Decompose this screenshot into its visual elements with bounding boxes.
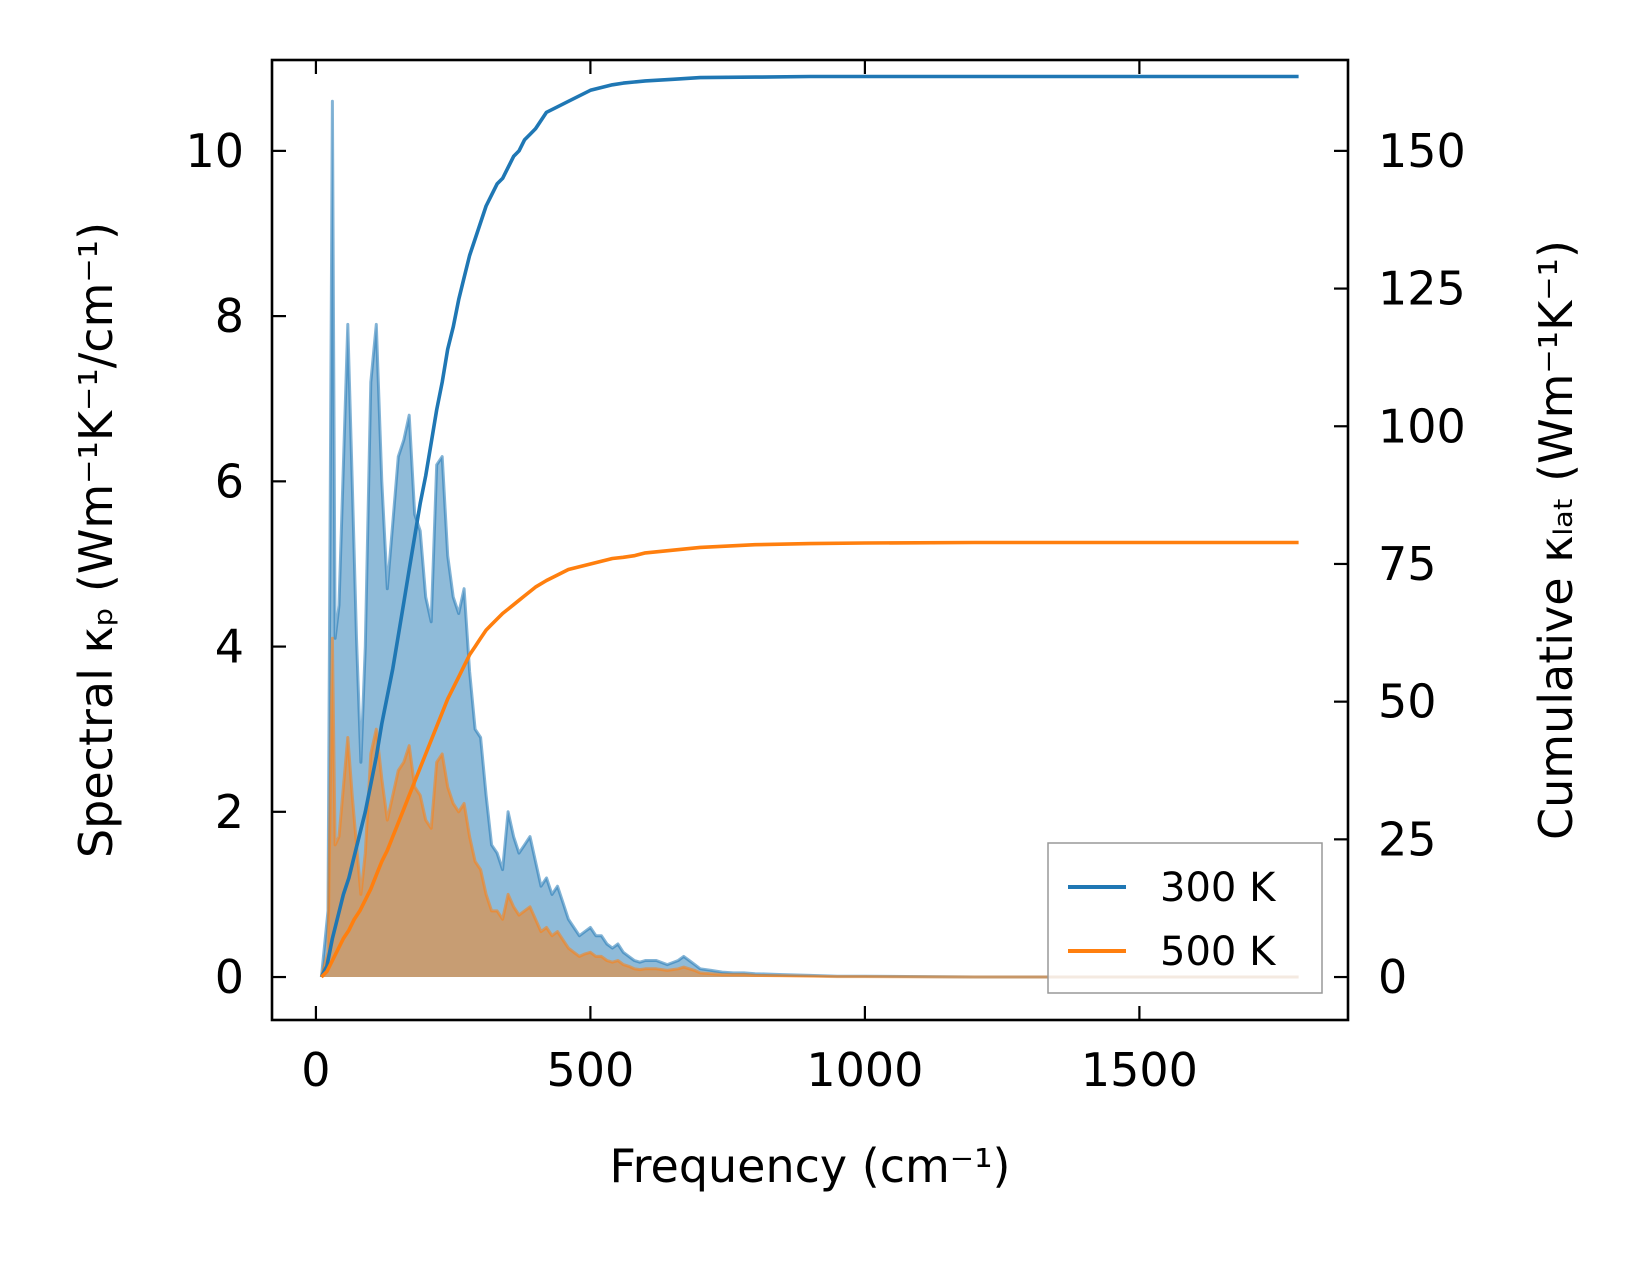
x-tick-label: 1500 <box>1081 1043 1198 1097</box>
cumulative-line-0 <box>319 74 1299 978</box>
y-right-tick-label: 0 <box>1378 950 1407 1004</box>
y-right-tick-label: 125 <box>1378 262 1466 316</box>
y-right-tick-label: 50 <box>1378 675 1437 729</box>
y-left-tick-label: 2 <box>215 785 244 839</box>
series-lines <box>319 74 1299 979</box>
y-right-tick-label: 150 <box>1378 124 1466 178</box>
legend-box <box>1047 842 1323 994</box>
cumulative-line-1 <box>320 540 1299 979</box>
y-left-tick-label: 8 <box>215 289 244 343</box>
y-left-tick-label: 6 <box>215 454 244 508</box>
y-left-tick-label: 0 <box>215 950 244 1004</box>
x-axis-title: Frequency (cm⁻¹) <box>610 1139 1011 1193</box>
y-right-tick-label: 75 <box>1378 537 1437 591</box>
x-tick-label: 500 <box>547 1043 635 1097</box>
x-tick-label: 1000 <box>806 1043 923 1097</box>
legend-label-1: 500 K <box>1160 929 1277 975</box>
y-right-tick-label: 100 <box>1378 399 1466 453</box>
y-axis-left-title: Spectral κₚ (Wm⁻¹K⁻¹/cm⁻¹) <box>69 222 123 858</box>
plot-frame <box>270 58 1350 1022</box>
y-right-tick-label: 25 <box>1378 812 1437 866</box>
legend: 300 K 500 K <box>1047 842 1323 994</box>
y-left-tick-label: 10 <box>185 124 244 178</box>
spectral-line-1 <box>319 636 1299 979</box>
y-axis-right-title: Cumulative κₗₐₜ (Wm⁻¹K⁻¹) <box>1529 240 1583 840</box>
x-tick-label: 0 <box>301 1043 330 1097</box>
y-left-tick-label: 4 <box>215 620 244 674</box>
spectral-fills <box>319 99 1299 979</box>
spectral-line-0 <box>319 99 1299 979</box>
legend-label-0: 300 K <box>1160 865 1277 911</box>
spectral-area-1 <box>321 638 1299 977</box>
